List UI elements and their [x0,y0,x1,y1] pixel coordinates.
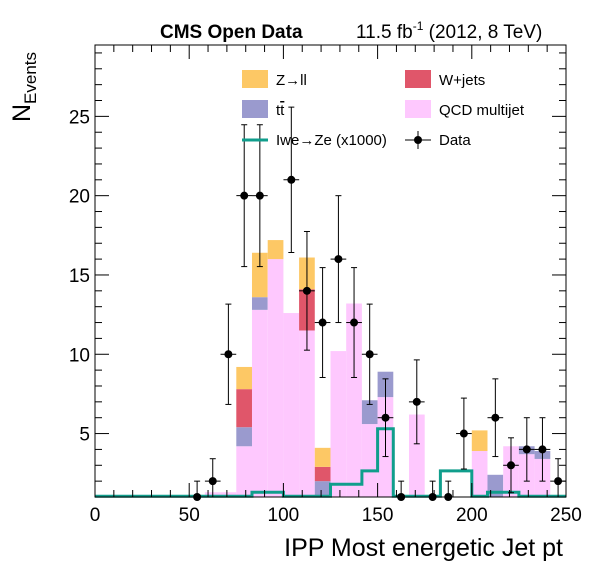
plot-frame [94,44,567,498]
data-marker-19 [522,445,531,454]
data-marker-3 [240,191,249,200]
axes: 0 50 100 150 200 250 5 10 15 20 25 [69,44,582,526]
data-marker-6 [302,286,311,295]
bar-qcd-9 [236,446,252,497]
bar-zll-9 [236,366,252,390]
bar-qcd-15 [330,351,347,497]
y-tick-label-1: 10 [69,345,90,366]
bar-qcd-20 [409,414,425,497]
x-tick-label-0: 0 [90,505,101,526]
x-tick-label-4: 200 [456,505,488,526]
y-tick-label-4: 25 [69,107,90,128]
legend-label-signal: Iwe→Ze (x1000) [276,132,387,149]
data-marker-9 [350,318,359,327]
y-tick-label-2: 15 [69,266,90,287]
bar-qcd-17 [361,424,378,497]
legend-swatch-data [405,131,431,149]
bar-ttbar-10 [251,297,268,310]
legend-swatch-ttbar [242,100,268,118]
legend-swatch-zll [242,70,268,88]
legend-label-qcd: QCD multijet [439,102,525,119]
data-marker-8 [334,255,343,264]
legend: Z→ll W+jets tt QCD multijet Iwe→Ze (x100… [242,70,525,149]
x-tick-label-2: 100 [268,505,300,526]
legend-label-zll: Z→ll [276,72,307,89]
data-point-3 [236,124,253,268]
bar-ttbar-14 [314,481,331,497]
data-point-7 [314,267,331,378]
legend-swatch-qcd [405,100,431,118]
y-axis-label: NEvents [8,52,40,122]
data-point-13 [408,359,425,445]
data-point-10 [361,303,378,405]
y-tick-label-3: 20 [69,187,90,208]
legend-label-wjets: W+jets [439,72,485,89]
bar-wjets-14 [314,466,331,482]
data-point-18 [503,437,519,494]
x-tick-label-5: 250 [550,505,582,526]
data-point-4 [252,124,268,268]
data-point-1 [204,458,221,498]
bar-ttbar-9 [236,427,252,447]
data-marker-16 [459,429,468,438]
bar-qcd-8 [220,492,237,497]
legend-label-ttbar: tt [276,102,285,119]
data-marker-11 [381,413,390,422]
x-tick-label-1: 50 [179,505,200,526]
bar-zll-14 [314,447,331,467]
data-marker-7 [318,318,327,327]
bar-qcd-24 [471,451,488,497]
data-point-8 [330,195,347,324]
legend-label-data: Data [439,132,471,149]
data-point-19 [518,417,535,482]
data-marker-17 [491,413,500,422]
data-point-16 [456,397,472,470]
data-marker-20 [538,445,547,454]
luminosity-label: 11.5 fb-1 (2012, 8 TeV) [356,19,542,43]
bar-zll-24 [471,430,488,452]
bar-zll-10 [251,252,268,298]
data-marker-21 [554,477,563,486]
data-marker-5 [287,175,296,184]
data-point-20 [534,417,551,482]
bar-wjets-9 [236,389,252,428]
data-point-6 [299,230,315,351]
data-point-2 [220,303,237,405]
data-marker-4 [255,191,264,200]
x-tick-label-3: 150 [362,505,394,526]
data-point-17 [487,378,504,458]
data-marker-1 [208,477,217,486]
y-tick-label-0: 5 [79,425,90,446]
data-marker-2 [224,350,233,359]
bar-qcd-10 [251,309,268,497]
data-marker-10 [365,350,374,359]
bar-ttbar-17 [361,400,378,425]
data-point-11 [377,378,394,458]
bar-qcd-12 [283,313,300,497]
data-point-5 [283,106,300,253]
bar-qcd-13 [299,330,315,497]
data-marker-13 [412,397,421,406]
data-point-9 [346,267,362,378]
data-marker-18 [506,461,515,470]
experiment-label: CMS Open Data [160,22,303,43]
bar-qcd-11 [267,259,284,497]
x-axis-label: IPP Most energetic Jet pt [284,534,563,562]
bar-qcd-16 [346,303,362,497]
signal-step-line [95,427,566,498]
bar-zll-11 [267,240,284,260]
legend-swatch-wjets [405,70,431,88]
